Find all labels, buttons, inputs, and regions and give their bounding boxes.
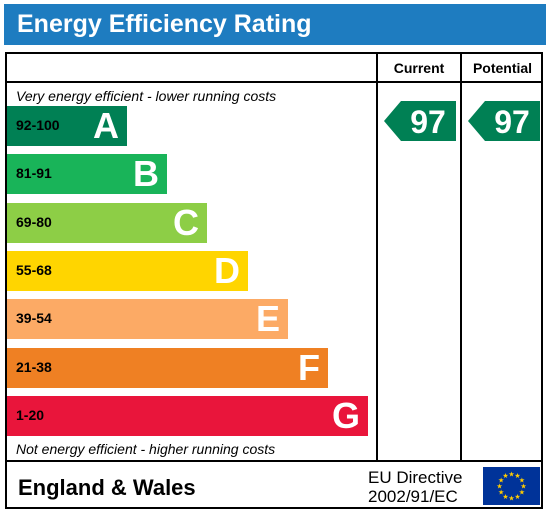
band-letter: B [133, 155, 159, 193]
band-letter: A [93, 107, 119, 145]
potential-column-header: Potential [462, 60, 543, 76]
column-divider-current [376, 52, 378, 462]
band-f: 21-38 F [7, 348, 328, 388]
band-g: 1-20 G [7, 396, 368, 436]
potential-rating: 97 [468, 101, 540, 141]
band-c: 69-80 C [7, 203, 207, 243]
band-range: 1-20 [16, 407, 44, 423]
band-e: 39-54 E [7, 299, 288, 339]
title-bar: Energy Efficiency Rating [4, 4, 546, 45]
footer-directive: EU Directive 2002/91/EC [368, 468, 462, 506]
top-note: Very energy efficient - lower running co… [16, 88, 276, 104]
current-column-header: Current [378, 60, 460, 76]
potential-rating-value: 97 [494, 104, 530, 140]
band-b: 81-91 B [7, 154, 167, 194]
band-range: 92-100 [16, 117, 60, 133]
band-letter: D [214, 252, 240, 290]
eu-star-icon: ★ [519, 477, 525, 485]
band-range: 39-54 [16, 310, 52, 326]
band-range: 55-68 [16, 262, 52, 278]
potential-rating-arrow: 97 [468, 101, 540, 141]
column-divider-potential [460, 52, 462, 462]
eu-star-icon: ★ [514, 493, 520, 501]
current-rating-arrow: 97 [384, 101, 456, 141]
band-range: 69-80 [16, 214, 52, 230]
footer-divider [5, 460, 543, 462]
band-range: 81-91 [16, 165, 52, 181]
footer-country: England & Wales [18, 475, 196, 501]
eu-flag-icon: ★★★★★★★★★ ★ ★★ [483, 467, 540, 505]
directive-line-2: 2002/91/EC [368, 487, 462, 506]
band-letter: F [298, 349, 320, 387]
band-d: 55-68 D [7, 251, 248, 291]
band-letter: C [173, 204, 199, 242]
current-rating: 97 [384, 101, 456, 141]
current-rating-value: 97 [410, 104, 446, 140]
band-a: 92-100 A [7, 106, 127, 146]
band-letter: G [332, 397, 360, 435]
eu-star-icon: ★ [508, 495, 514, 503]
page-title: Energy Efficiency Rating [17, 10, 312, 39]
bottom-note: Not energy efficient - higher running co… [16, 441, 275, 457]
header-divider [5, 81, 543, 83]
directive-line-1: EU Directive [368, 468, 462, 487]
band-letter: E [256, 300, 280, 338]
band-range: 21-38 [16, 359, 52, 375]
